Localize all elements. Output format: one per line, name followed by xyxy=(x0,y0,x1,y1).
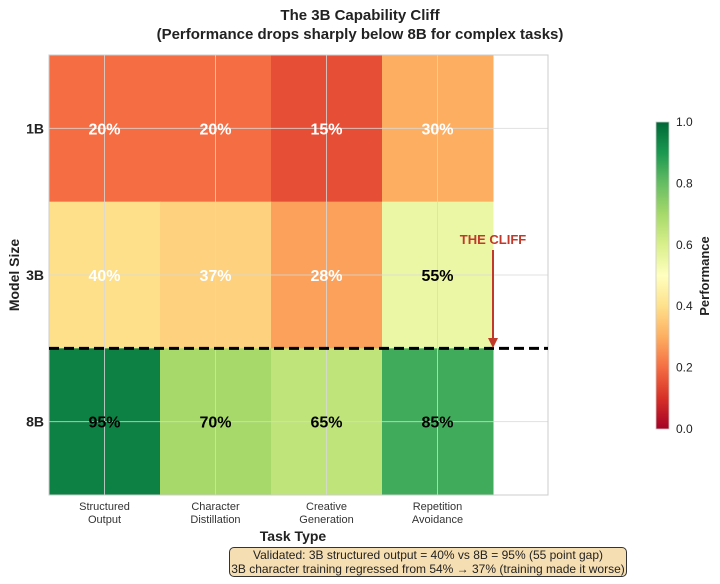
cell-value-label: 95% xyxy=(88,415,120,432)
colorbar-tick-label: 0.0 xyxy=(676,422,693,436)
y-tick-1b: 1B xyxy=(26,120,44,136)
note-line-2: 3B character training regressed from 54%… xyxy=(231,561,625,576)
chart-title: The 3B Capability Cliff xyxy=(280,7,440,24)
colorbar-tick-label: 1.0 xyxy=(676,115,693,129)
x-tick-label: Creative Generation xyxy=(299,501,353,526)
annotation-note-box: Validated: 3B structured output = 40% vs… xyxy=(229,547,627,577)
cliff-label: THE CLIFF xyxy=(460,232,526,247)
x-tick-labels: Structured Output Character Distillation Cre… xyxy=(79,501,463,526)
gridlines xyxy=(49,55,548,495)
plot-frame xyxy=(48,54,549,496)
colorbar-tick-label: 0.8 xyxy=(676,176,693,190)
cell-value-label: 15% xyxy=(310,121,342,138)
x-axis-label: Task Type xyxy=(260,528,327,544)
y-tick-labels: 1B 3B 8B xyxy=(26,120,44,429)
cell-value-label: 28% xyxy=(310,268,342,285)
cell-value-label: 55% xyxy=(421,268,453,285)
colorbar-tick-label: 0.6 xyxy=(676,238,693,252)
cell-value-label: 40% xyxy=(88,268,120,285)
y-tick-8b: 8B xyxy=(26,414,44,430)
cell-value-label: 70% xyxy=(199,415,231,432)
colorbar-label: Performance xyxy=(697,236,712,315)
chart-subtitle: (Performance drops sharply below 8B for … xyxy=(157,26,564,43)
colorbar xyxy=(655,121,670,430)
note-line-1: Validated: 3B structured output = 40% vs… xyxy=(253,548,603,562)
cell-value-label: 20% xyxy=(199,121,231,138)
cell-value-label: 65% xyxy=(310,415,342,432)
cell-value-label: 37% xyxy=(199,268,231,285)
cliff-arrow-head xyxy=(488,338,498,348)
x-tick-label: Character Distillation xyxy=(190,501,240,526)
colorbar-tick-label: 0.2 xyxy=(676,361,693,375)
cell-value-label: 20% xyxy=(88,121,120,138)
y-tick-3b: 3B xyxy=(26,267,44,283)
cell-value-label: 85% xyxy=(421,415,453,432)
colorbar-ticks: 0.0 0.2 0.4 0.6 0.8 1.0 xyxy=(676,115,693,436)
x-tick-label: Structured Output xyxy=(79,501,130,526)
cell-labels: 20% 20% 15% 30% 40% 37% 28% 55% 95% 70% 65% 85% xyxy=(88,121,453,431)
colorbar-tick-label: 0.4 xyxy=(676,299,693,313)
x-tick-label: Repetition Avoidance xyxy=(412,501,463,526)
y-axis-label: Model Size xyxy=(6,239,22,312)
cell-value-label: 30% xyxy=(421,121,453,138)
